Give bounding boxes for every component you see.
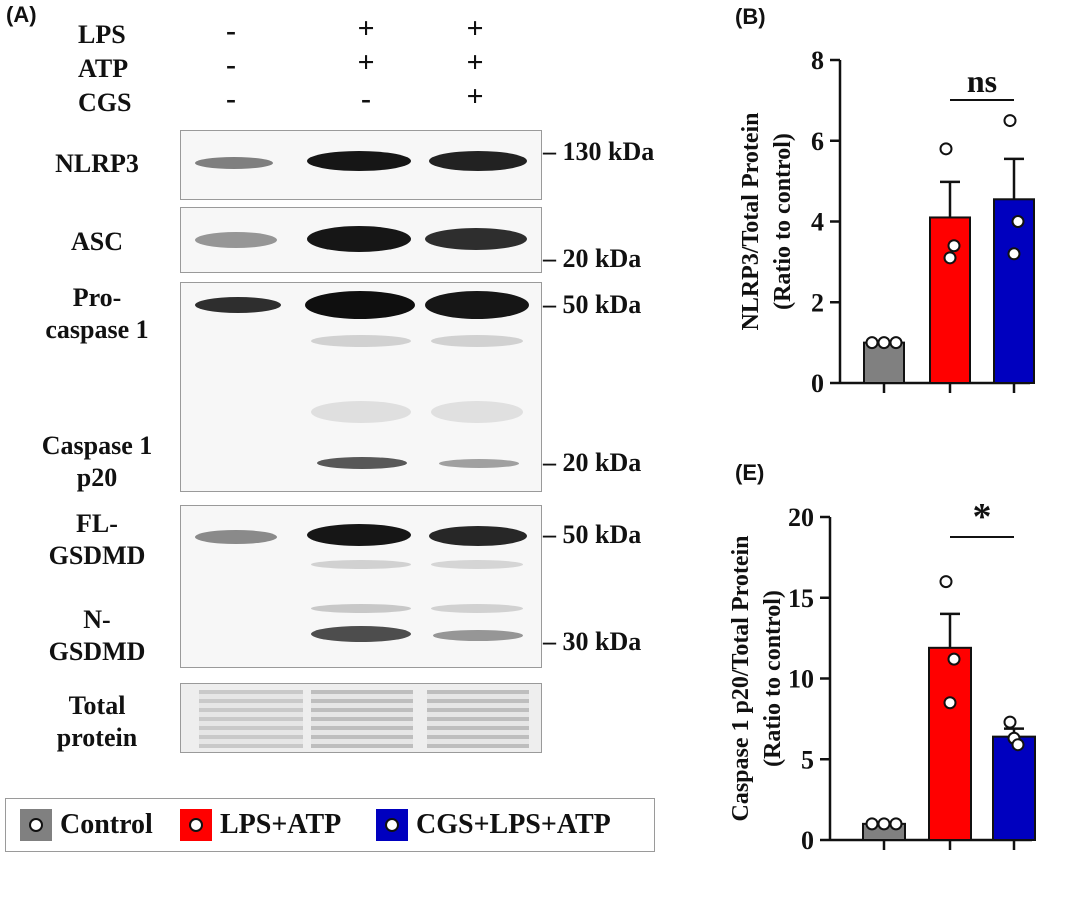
sign-atp-cgs: + (466, 46, 484, 79)
y-axis-subtitle: (Ratio to control) (770, 133, 796, 310)
blot-asc (180, 207, 542, 273)
blot-nlrp3 (180, 130, 542, 200)
data-point (889, 817, 903, 831)
data-point (865, 336, 879, 350)
blot-caspase-1 (180, 282, 542, 492)
bar (928, 646, 972, 841)
row-label-total-protein: Total protein (56, 691, 138, 752)
blot-gsdmd (180, 505, 542, 668)
y-tick-label: 10 (788, 665, 814, 694)
chart-e: 0 5 10 15 20 Caspase 1 p20/Total Protein (Rati… (728, 496, 1036, 855)
row-label-caspase-1-p20: Caspase 1 p20 (41, 431, 153, 492)
data-point (1003, 114, 1017, 128)
sign-atp-control: - (226, 48, 236, 81)
row-label-nlrp3: NLRP3 (55, 149, 139, 178)
data-point (889, 336, 903, 350)
mw-marker-nlrp3: – 130 kDa (543, 137, 655, 166)
data-point (943, 696, 957, 710)
y-tick-label: 0 (801, 826, 814, 855)
data-point (947, 652, 961, 666)
y-tick-label: 2 (811, 288, 824, 317)
mw-marker-fl-gsdmd: – 50 kDa (543, 520, 642, 549)
bar (993, 198, 1035, 384)
data-point (877, 336, 891, 350)
legend-swatch-cgs-lps-atp (376, 809, 408, 841)
data-point (865, 817, 879, 831)
mw-marker-asc: – 20 kDa (543, 244, 642, 273)
y-tick-label: 20 (788, 503, 814, 532)
panel-a-label: (A) (6, 2, 37, 27)
legend-item-lps-atp: LPS+ATP (180, 809, 341, 841)
condition-label-lps: LPS (78, 20, 126, 49)
sign-cgs-control: - (226, 82, 236, 115)
mw-marker-procaspase: – 50 kDa (543, 290, 642, 319)
data-point (943, 251, 957, 265)
panel-e-label: (E) (735, 460, 765, 485)
row-label-n-gsdmd: N- GSDMD (48, 605, 146, 666)
sign-cgs-lpsatp: - (361, 82, 371, 115)
data-point (939, 142, 953, 156)
y-tick-label: 4 (811, 208, 824, 237)
data-point (947, 239, 961, 253)
y-tick-label: 6 (811, 127, 824, 156)
y-tick-label: 0 (811, 369, 824, 398)
chart-b: 0 2 4 6 8 NLRP3/Total Protein (Ratio to contro… (738, 46, 1035, 398)
y-tick-label: 15 (788, 584, 814, 613)
y-tick-label: 8 (811, 46, 824, 75)
condition-label-atp: ATP (78, 54, 129, 83)
panel-b-label: (B) (735, 4, 766, 29)
y-axis-title: Caspase 1 p20/Total Protein (728, 535, 754, 821)
legend: Control LPS+ATP CGS+LPS+ATP (5, 798, 655, 852)
sign-lps-cgs: + (466, 12, 484, 45)
data-point (877, 817, 891, 831)
sign-lps-lpsatp: + (357, 12, 375, 45)
sign-atp-lpsatp: + (357, 46, 375, 79)
data-point (939, 575, 953, 589)
legend-item-cgs-lps-atp: CGS+LPS+ATP (376, 809, 611, 841)
significance-label: ns (967, 63, 997, 99)
sign-lps-control: - (226, 14, 236, 47)
y-tick-label: 5 (801, 745, 814, 774)
significance-label: * (973, 496, 992, 538)
data-point (1011, 738, 1025, 752)
bar (992, 735, 1036, 841)
blot-total-protein (180, 683, 542, 753)
y-axis-subtitle: (Ratio to control) (760, 590, 786, 767)
y-axis-title: NLRP3/Total Protein (738, 112, 764, 330)
row-label-procaspase-1: Pro-caspase 1 (45, 283, 149, 344)
data-point (1003, 715, 1017, 729)
condition-label-cgs: CGS (78, 88, 132, 117)
sign-cgs-cgs: + (466, 80, 484, 113)
legend-item-control: Control (20, 809, 153, 841)
data-point (1011, 215, 1025, 228)
legend-swatch-lps-atp (180, 809, 212, 841)
data-point (1007, 247, 1021, 261)
row-label-fl-gsdmd: FL- GSDMD (48, 509, 146, 570)
mw-marker-p20: – 20 kDa (543, 448, 642, 477)
legend-swatch-control (20, 809, 52, 841)
mw-marker-n-gsdmd: – 30 kDa (543, 627, 642, 656)
row-label-asc: ASC (70, 227, 123, 256)
